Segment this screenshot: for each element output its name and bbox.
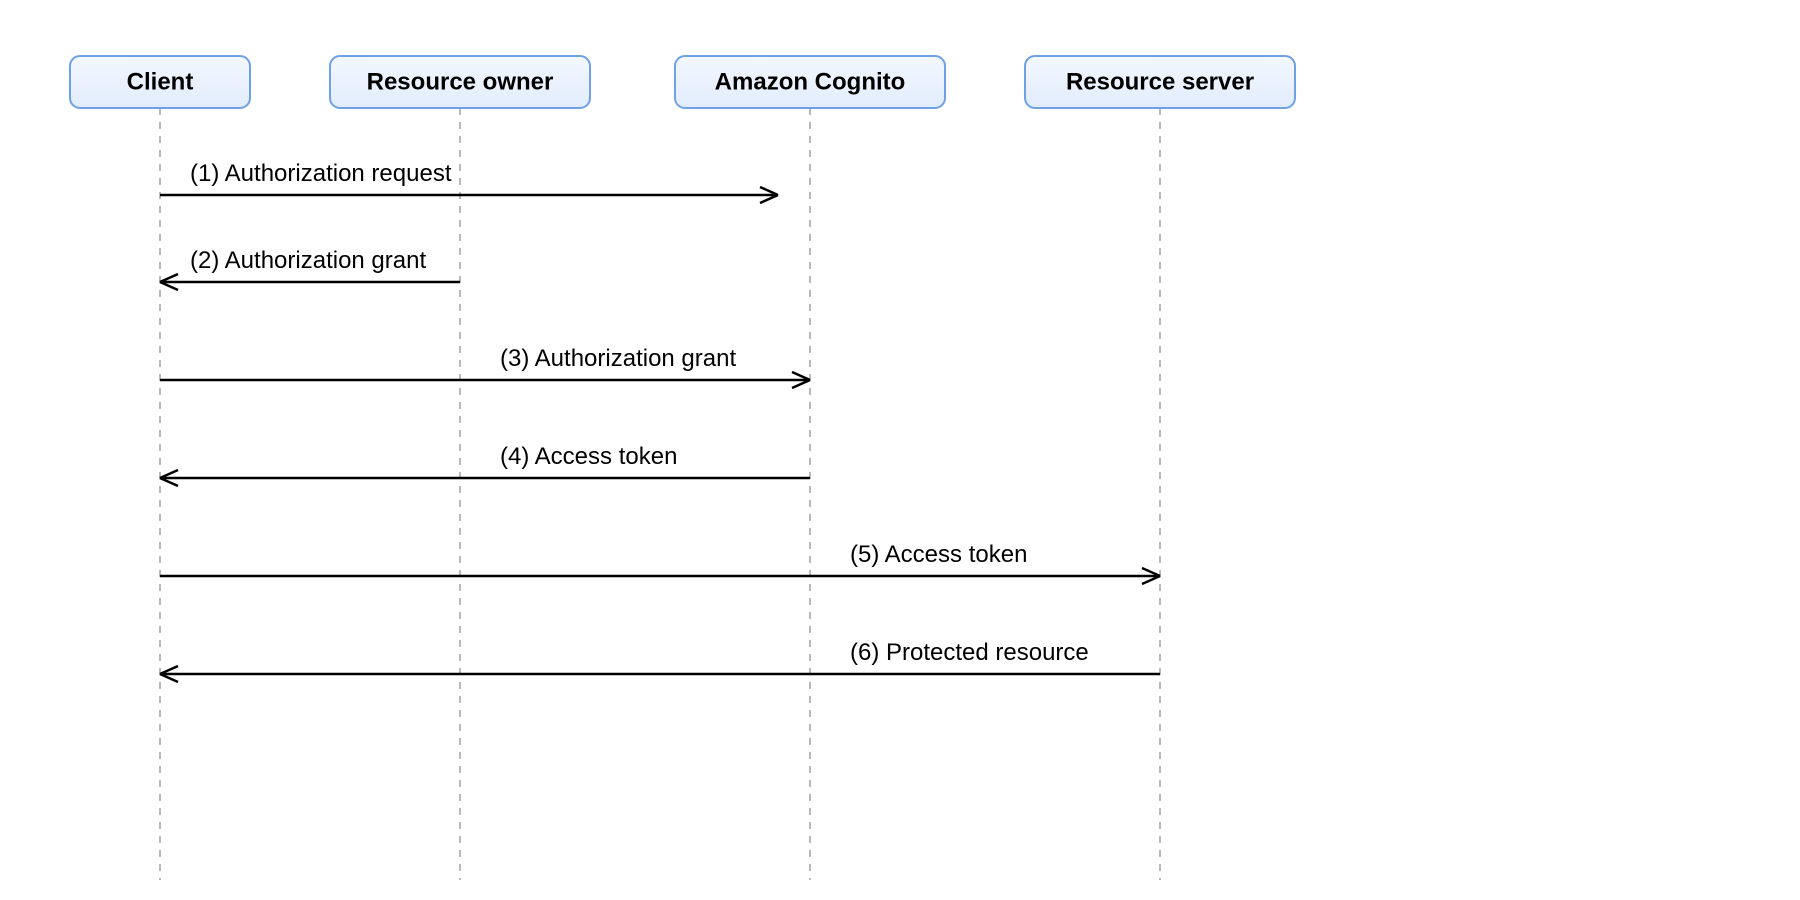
actor-label-owner: Resource owner (367, 69, 554, 96)
message-label-6: (6) Protected resource (850, 639, 1089, 666)
sequence-diagram: Client Resource owner Amazon Cognito Resour… (0, 0, 1800, 900)
actor-label-client: Client (127, 69, 194, 96)
message-label-5: (5) Access token (850, 541, 1027, 568)
message-label-2: (2) Authorization grant (190, 247, 426, 274)
actor-label-cognito: Amazon Cognito (715, 69, 906, 96)
message-label-3: (3) Authorization grant (500, 345, 736, 372)
actor-label-rserver: Resource server (1066, 69, 1254, 96)
message-label-4: (4) Access token (500, 443, 677, 470)
message-label-1: (1) Authorization request (190, 160, 452, 187)
